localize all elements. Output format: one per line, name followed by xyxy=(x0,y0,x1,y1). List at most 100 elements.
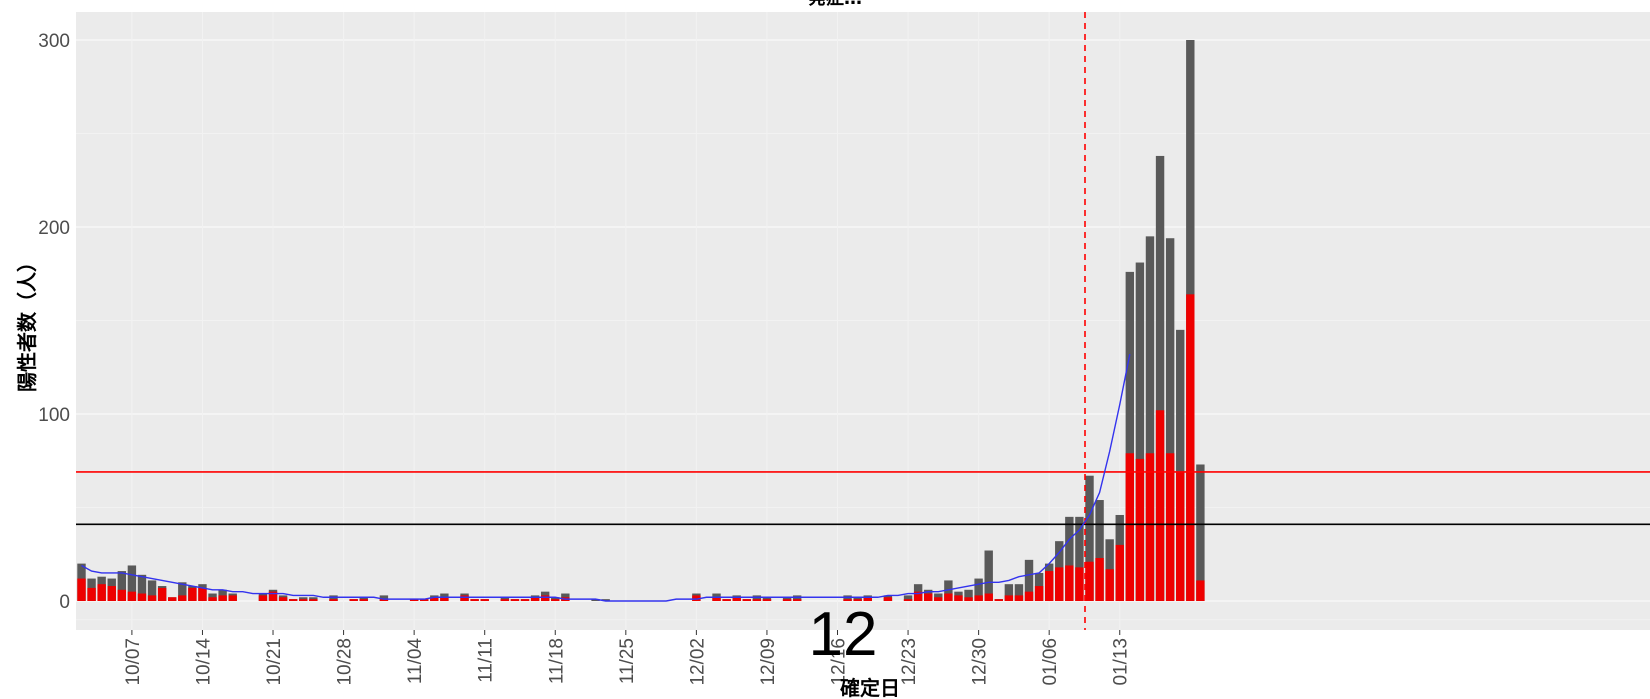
bar-highlight xyxy=(1024,591,1034,601)
x-tick-label: 12/23 xyxy=(899,638,920,686)
bar-highlight xyxy=(1196,580,1205,601)
bar-highlight xyxy=(1085,561,1094,601)
bar-highlight xyxy=(1044,571,1054,601)
bar-highlight xyxy=(974,595,983,601)
bar-highlight xyxy=(1004,595,1014,601)
x-tick-label: 11/04 xyxy=(405,638,426,685)
bar-highlight xyxy=(1176,471,1185,601)
bar-highlight xyxy=(329,599,338,601)
x-tick-label: 12/02 xyxy=(687,638,708,686)
bar-total xyxy=(1196,464,1205,601)
x-tick-label: 10/14 xyxy=(193,638,214,686)
bar-highlight xyxy=(692,595,701,601)
bar-highlight xyxy=(782,599,792,601)
bar-highlight xyxy=(1145,453,1155,601)
bar-highlight xyxy=(863,597,872,601)
bar-highlight xyxy=(1115,544,1124,601)
y-tick-label: 0 xyxy=(59,592,70,613)
bar-total xyxy=(1165,238,1175,601)
bar-highlight xyxy=(732,597,741,601)
bar-highlight xyxy=(208,597,217,601)
bar-total xyxy=(903,595,913,601)
bar-total xyxy=(1014,584,1024,601)
bar-highlight xyxy=(1186,294,1195,601)
bar-highlight xyxy=(268,591,278,601)
bar-highlight xyxy=(309,599,318,601)
bar-total xyxy=(1135,262,1145,601)
bar-highlight xyxy=(500,599,510,601)
bar-highlight xyxy=(752,599,762,601)
bar-total xyxy=(1085,475,1094,601)
bar-highlight xyxy=(1105,569,1114,601)
bar-total xyxy=(1065,516,1074,601)
bar-highlight xyxy=(107,586,116,601)
bar-highlight xyxy=(460,595,469,601)
bar-highlight xyxy=(712,597,721,601)
bar-highlight xyxy=(97,584,106,601)
bar-highlight xyxy=(147,595,157,601)
chart-title: 発症… xyxy=(807,0,862,9)
bar-highlight xyxy=(1034,586,1044,601)
bar-highlight xyxy=(440,597,449,601)
bar-total xyxy=(1004,584,1014,601)
bar-highlight xyxy=(349,599,358,601)
bar-total xyxy=(329,595,338,601)
bar-highlight xyxy=(409,599,419,601)
y-tick-label: 100 xyxy=(38,405,70,426)
bar-highlight xyxy=(278,597,288,601)
bar-highlight xyxy=(127,591,137,601)
gridlines xyxy=(76,12,1650,630)
bar-highlight xyxy=(178,595,187,601)
x-tick-label: 12/16 xyxy=(829,638,850,686)
bar-highlight xyxy=(157,587,167,601)
bar-total xyxy=(591,599,600,601)
bar-highlight xyxy=(510,599,520,601)
y-tick-label: 200 xyxy=(38,218,70,239)
bar-highlight xyxy=(1014,595,1024,601)
x-tick-label: 10/21 xyxy=(264,638,285,686)
bar-total xyxy=(974,578,983,601)
reference-lines xyxy=(76,12,1650,630)
x-tick-label: 10/07 xyxy=(123,638,144,686)
overlay-number: 12 xyxy=(809,600,878,669)
bar-total xyxy=(843,595,852,601)
bar-highlight xyxy=(792,599,802,601)
bar-highlight xyxy=(1155,410,1165,601)
bar-highlight xyxy=(87,587,96,601)
bar-highlight xyxy=(77,578,86,601)
bar-highlight xyxy=(1165,453,1175,601)
bar-highlight xyxy=(551,599,560,601)
bar-highlight xyxy=(218,595,227,601)
bar-highlight xyxy=(883,597,893,601)
bar-highlight xyxy=(288,599,298,601)
bar-highlight xyxy=(984,593,993,601)
bar-highlight xyxy=(853,599,862,601)
bar-highlight xyxy=(470,599,479,601)
bar-total xyxy=(984,550,993,601)
x-tick-label: 12/30 xyxy=(970,638,991,686)
bar-highlight xyxy=(903,599,913,601)
bar-highlight xyxy=(198,587,207,601)
bar-highlight xyxy=(258,595,268,601)
bar-highlight xyxy=(924,593,933,601)
bar-highlight xyxy=(934,597,943,601)
bar-highlight xyxy=(359,599,368,601)
x-tick-label: 01/06 xyxy=(1040,638,1061,686)
bar-highlight xyxy=(1125,453,1135,601)
bar-total xyxy=(601,599,610,601)
bar-highlight xyxy=(722,599,731,601)
bar-highlight xyxy=(964,597,973,601)
bar-highlight xyxy=(762,599,772,601)
bar-highlight xyxy=(137,593,147,601)
x-axis-title: 確定日 xyxy=(840,676,900,699)
x-tick-label: 10/28 xyxy=(335,638,356,686)
bar-total xyxy=(752,595,762,601)
bar-highlight xyxy=(540,595,550,601)
bar-highlight xyxy=(188,587,197,601)
bars-highlight-series xyxy=(77,294,1205,601)
bar-total xyxy=(137,574,147,601)
bar-highlight xyxy=(1055,567,1064,601)
bar-highlight xyxy=(994,599,1003,601)
bar-total xyxy=(1125,271,1135,601)
bar-highlight xyxy=(913,591,923,601)
